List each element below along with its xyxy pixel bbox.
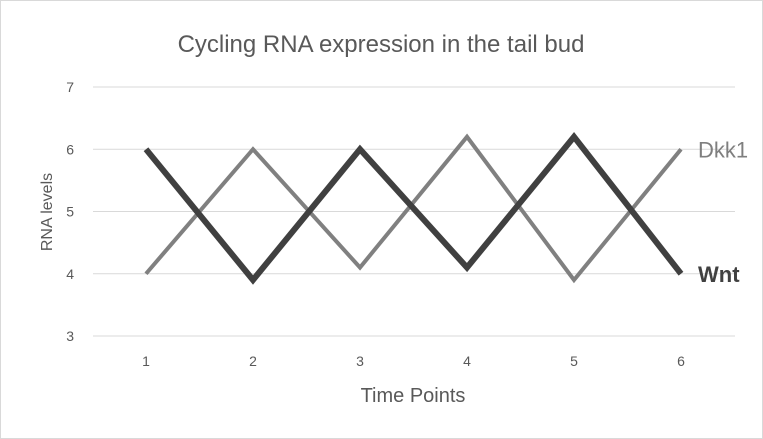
chart-title: Cycling RNA expression in the tail bud <box>178 31 585 58</box>
x-tick-label: 1 <box>142 353 150 369</box>
x-tick-label: 6 <box>677 353 685 369</box>
x-tick-label: 2 <box>249 353 257 369</box>
y-tick-labels: 3 4 5 6 7 <box>66 79 74 344</box>
y-tick-label: 6 <box>66 141 74 157</box>
y-tick-label: 4 <box>66 266 74 282</box>
y-tick-label: 7 <box>66 79 74 95</box>
x-tick-labels: 1 2 3 4 5 6 <box>142 353 685 369</box>
series-line-wnt <box>143 131 684 285</box>
series-label-wnt: Wnt <box>698 262 740 287</box>
series-lines <box>143 131 684 285</box>
series-label-dkk1: Dkk1 <box>698 137 748 162</box>
y-axis-title: RNA levels <box>39 173 56 251</box>
y-tick-label: 3 <box>66 328 74 344</box>
x-tick-label: 3 <box>356 353 364 369</box>
x-tick-label: 5 <box>570 353 578 369</box>
series-labels: Wnt Dkk1 <box>698 137 748 287</box>
series-line-dkk1 <box>144 133 683 284</box>
y-tick-label: 5 <box>66 204 74 220</box>
x-axis-title: Time Points <box>361 385 466 407</box>
x-tick-label: 4 <box>463 353 471 369</box>
